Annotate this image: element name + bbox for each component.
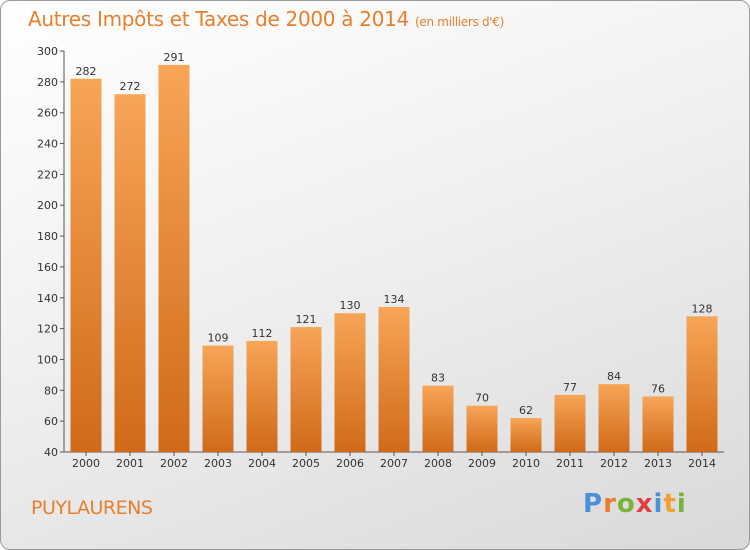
bar-2002 <box>158 64 190 452</box>
bar-2004 <box>246 340 278 452</box>
y-tick-label: 220 <box>37 168 58 181</box>
bar-2010 <box>510 418 542 452</box>
x-tick-label: 2009 <box>468 457 496 470</box>
x-tick-label: 2011 <box>556 457 584 470</box>
bar-2009 <box>466 405 498 452</box>
proxiti-logo: Proxiti <box>583 489 687 519</box>
bar-value-label: 134 <box>384 293 405 306</box>
bar-value-label: 62 <box>519 404 533 417</box>
y-tick-label: 80 <box>44 384 58 397</box>
x-tick-label: 2013 <box>644 457 672 470</box>
bar-2012 <box>598 384 630 452</box>
bar-value-label: 112 <box>252 327 273 340</box>
bar-value-label: 121 <box>296 313 317 326</box>
x-tick-label: 2014 <box>688 457 716 470</box>
y-tick-label: 280 <box>37 76 58 89</box>
title-unit: (en milliers d'€) <box>415 15 505 29</box>
x-tick-label: 2007 <box>380 457 408 470</box>
bar-value-label: 282 <box>76 65 97 78</box>
x-tick-label: 2001 <box>116 457 144 470</box>
bar-value-label: 70 <box>475 392 489 405</box>
y-tick-label: 260 <box>37 107 58 120</box>
x-tick-label: 2000 <box>72 457 100 470</box>
y-tick-label: 160 <box>37 261 58 274</box>
y-tick-label: 60 <box>44 415 58 428</box>
bar-2003 <box>202 345 234 452</box>
bar-2011 <box>554 394 586 452</box>
bar-value-label: 128 <box>692 302 713 315</box>
x-tick-label: 2006 <box>336 457 364 470</box>
y-tick-label: 100 <box>37 353 58 366</box>
bar-2007 <box>378 307 410 452</box>
y-tick-label: 120 <box>37 323 58 336</box>
y-tick-label: 200 <box>37 199 58 212</box>
bar-value-label: 77 <box>563 381 577 394</box>
x-tick-label: 2002 <box>160 457 188 470</box>
bar-value-label: 76 <box>651 382 665 395</box>
bar-2008 <box>422 385 454 452</box>
bar-value-label: 83 <box>431 372 445 385</box>
y-tick-label: 140 <box>37 292 58 305</box>
bar-2001 <box>114 94 146 452</box>
y-tick-label: 180 <box>37 230 58 243</box>
commune-name: PUYLAURENS <box>31 497 153 519</box>
bar-2006 <box>334 313 366 452</box>
x-tick-label: 2008 <box>424 457 452 470</box>
x-tick-label: 2003 <box>204 457 232 470</box>
x-tick-label: 2010 <box>512 457 540 470</box>
y-tick-label: 40 <box>44 446 58 459</box>
title-text: Autres Impôts et Taxes de 2000 à 2014 <box>28 7 409 31</box>
x-tick-label: 2005 <box>292 457 320 470</box>
x-tick-label: 2004 <box>248 457 276 470</box>
bar-2000 <box>70 78 102 452</box>
bar-value-label: 84 <box>607 370 621 383</box>
bar-2005 <box>290 327 322 452</box>
chart-title: Autres Impôts et Taxes de 2000 à 2014 (en… <box>28 7 504 31</box>
bar-2014 <box>686 316 718 452</box>
y-tick-label: 240 <box>37 138 58 151</box>
bar-value-label: 272 <box>120 80 141 93</box>
y-tick-label: 300 <box>37 45 58 58</box>
bar-2013 <box>642 396 674 452</box>
bar-value-label: 291 <box>164 51 185 64</box>
bar-value-label: 109 <box>208 332 229 345</box>
bar-value-label: 130 <box>340 299 361 312</box>
x-tick-label: 2012 <box>600 457 628 470</box>
